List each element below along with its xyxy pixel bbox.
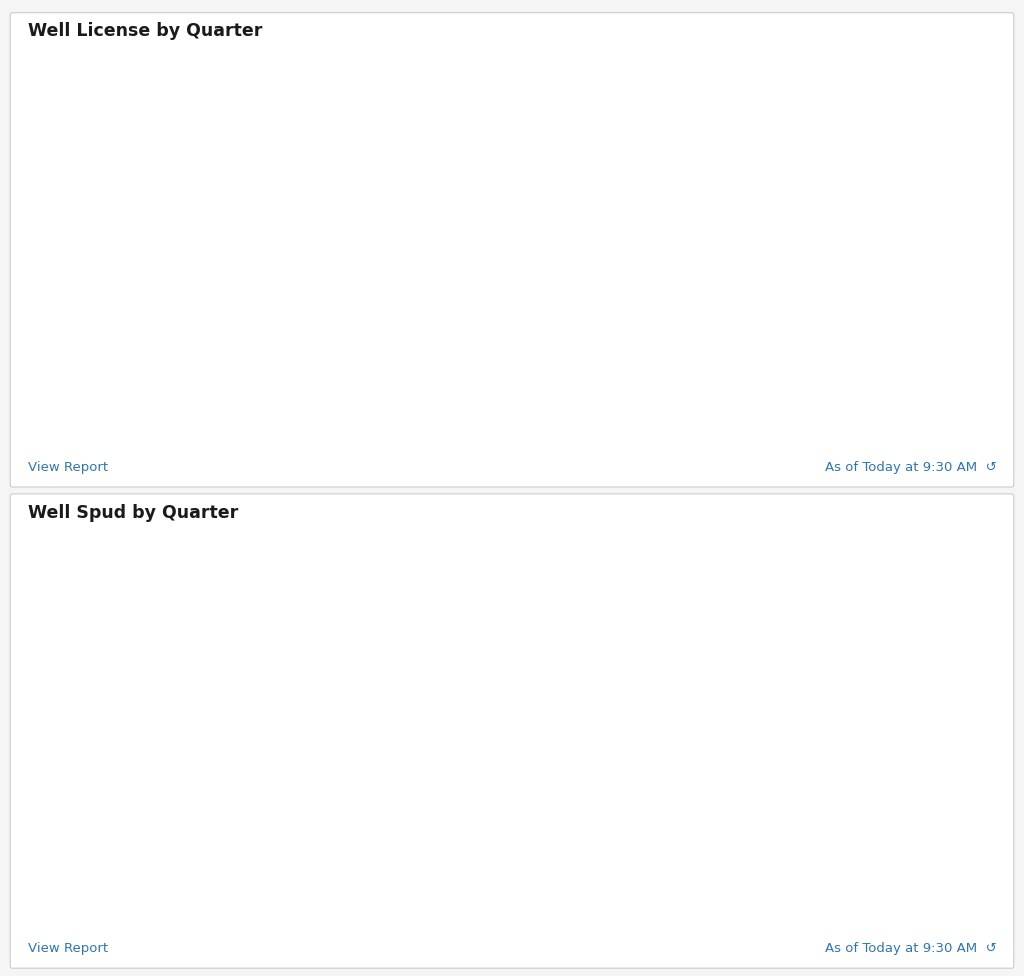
Y-axis label: Record Count: Record Count: [44, 656, 58, 750]
Y-axis label: Record Count: Record Count: [44, 183, 58, 276]
Text: Well Spud by Quarter: Well Spud by Quarter: [28, 504, 238, 521]
Text: As of Today at 9:30 AM  ↺: As of Today at 9:30 AM ↺: [824, 942, 996, 956]
X-axis label: Activity Date: Activity Date: [490, 934, 580, 948]
X-axis label: Licence Date: Licence Date: [489, 475, 581, 489]
Text: Well License by Quarter: Well License by Quarter: [28, 22, 262, 40]
Text: As of Today at 9:30 AM  ↺: As of Today at 9:30 AM ↺: [824, 461, 996, 474]
Text: View Report: View Report: [28, 461, 108, 474]
Text: View Report: View Report: [28, 942, 108, 956]
